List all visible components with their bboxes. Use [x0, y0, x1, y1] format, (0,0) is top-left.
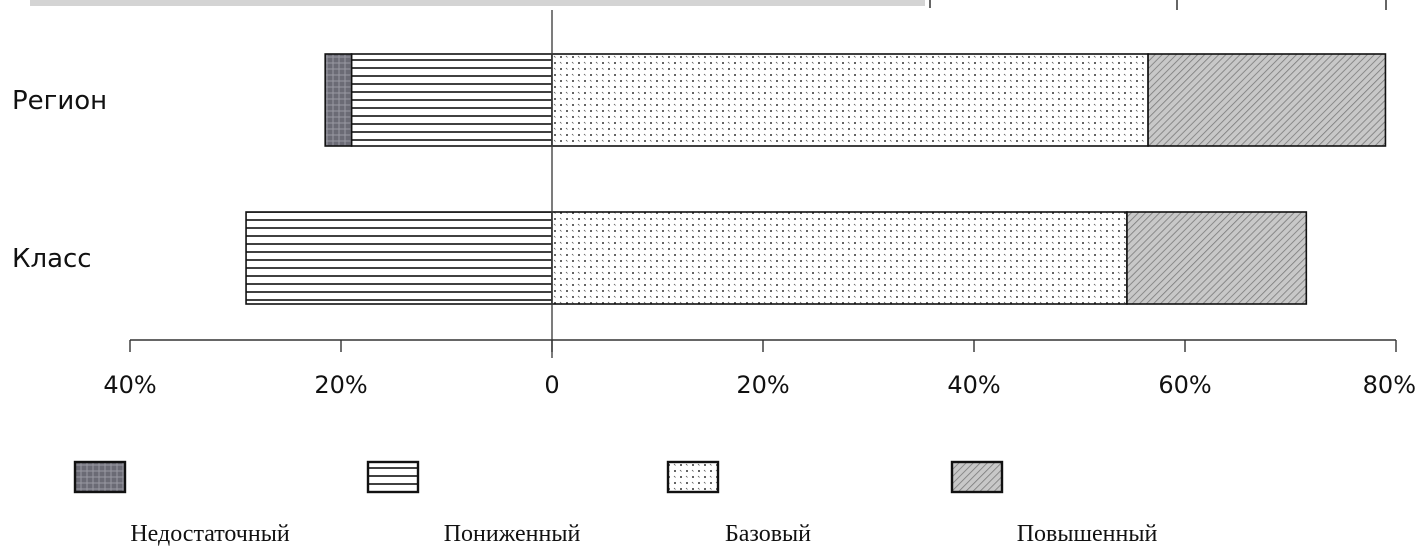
legend-label-базовый: Базовый: [725, 521, 811, 547]
bar-повышенный-регион: [1147, 53, 1387, 147]
bars-layer: [245, 53, 1387, 305]
category-label-класс: Класс: [12, 244, 92, 274]
x-axis-ticks: 40% 20% 0 20% 40% 60% 80%: [103, 340, 1416, 399]
category-label-регион: Регион: [12, 86, 107, 116]
category-labels: Регион Класс: [12, 86, 107, 274]
legend-swatch-базовый: [666, 460, 720, 494]
legend-label-повышенный: Повышенный: [1017, 521, 1158, 547]
bar-повышенный-класс: [1126, 211, 1308, 305]
x-tick-label: 20%: [736, 371, 789, 399]
legend: Недостаточный Пониженный Базовый Повышенный: [73, 460, 1158, 547]
bar-недостаточный-регион: [324, 53, 353, 147]
legend-label-недостаточный: Недостаточный: [130, 521, 290, 547]
x-tick-label: 80%: [1363, 371, 1416, 399]
legend-swatch-пониженный: [366, 460, 420, 494]
bar-пониженный-класс: [245, 211, 553, 305]
bar-базовый-класс: [551, 211, 1128, 305]
bar-пониженный-регион: [350, 53, 553, 147]
x-tick-label: 60%: [1158, 371, 1211, 399]
legend-swatch-повышенный: [950, 460, 1004, 494]
legend-swatch-недостаточный: [73, 460, 127, 494]
x-tick-label: 0: [544, 371, 559, 399]
x-tick-label: 40%: [103, 371, 156, 399]
x-tick-label: 20%: [314, 371, 367, 399]
x-tick-label: 40%: [947, 371, 1000, 399]
top-edge-artifact: [30, 0, 925, 6]
bar-базовый-регион: [551, 53, 1149, 147]
legend-label-пониженный: Пониженный: [444, 521, 581, 547]
